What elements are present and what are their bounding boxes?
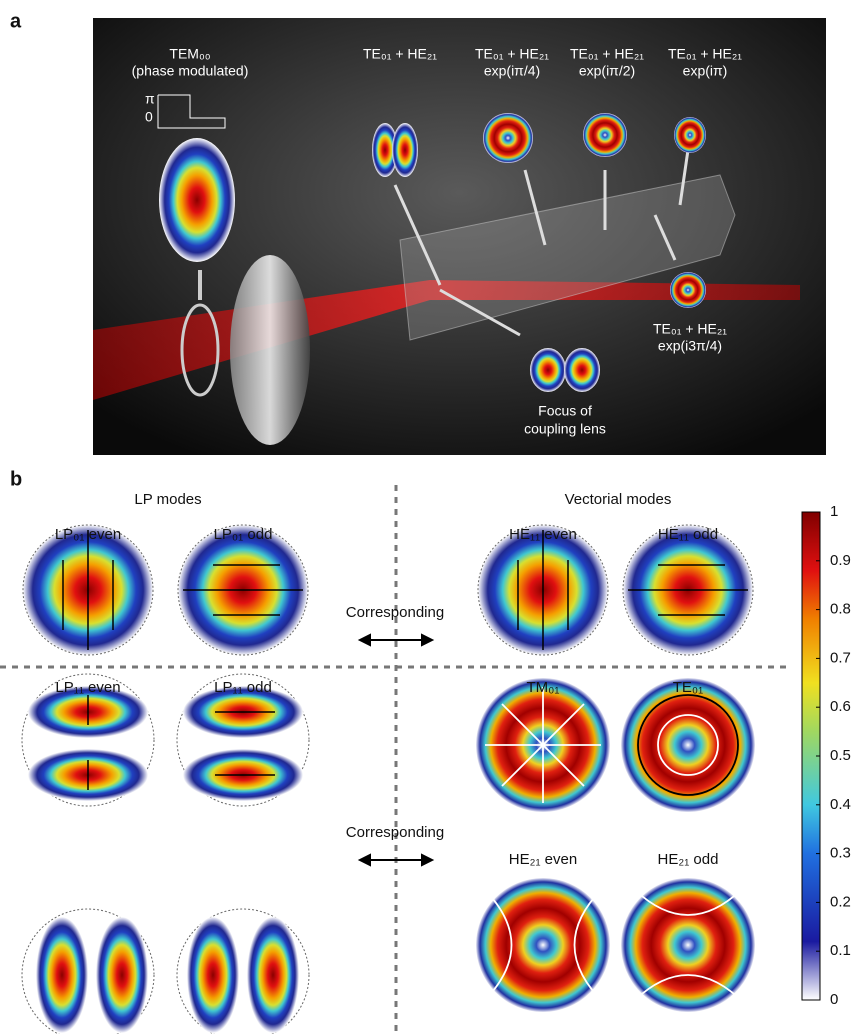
tick-label: 0.2 <box>830 893 851 910</box>
label: 0 <box>145 109 153 125</box>
lens <box>230 255 310 445</box>
label: exp(i3π/4) <box>658 338 722 354</box>
tick-label: 0.7 <box>830 649 851 666</box>
mode-label: LP₁₁ even <box>55 679 120 696</box>
tick-label: 0.6 <box>830 698 851 715</box>
label: exp(iπ/4) <box>484 63 540 79</box>
tick-label: 0.1 <box>830 942 851 959</box>
mode-label: TE₀₁ <box>673 679 703 696</box>
label: coupling lens <box>524 421 606 437</box>
label: exp(iπ) <box>683 63 728 79</box>
tick-label: 1 <box>830 503 838 520</box>
mode-image <box>159 138 235 262</box>
mode-label: HE₂₁ even <box>509 851 577 868</box>
tick-label: 0.9 <box>830 552 851 569</box>
tick-label: 0.8 <box>830 601 851 618</box>
label: TEM₀₀ <box>169 46 210 62</box>
mode-label: HE₁₁ even <box>509 526 577 543</box>
tick-label: 0.5 <box>830 747 851 764</box>
double-arrow <box>357 633 435 867</box>
mode-patterns <box>21 524 755 1034</box>
phase-plot <box>157 94 226 129</box>
polarization-arrows <box>62 530 748 790</box>
header: LP modes <box>134 491 201 508</box>
panel-label: b <box>10 468 22 490</box>
label: TE₀₁ + HE₂₁ <box>668 46 742 62</box>
label: TE₀₁ + HE₂₁ <box>475 46 549 62</box>
ring <box>180 303 220 397</box>
tick-label: 0.3 <box>830 845 851 862</box>
label: exp(iπ/2) <box>579 63 635 79</box>
label: TE₀₁ + HE₂₁ <box>363 46 437 62</box>
panel-label: a <box>10 10 22 32</box>
header: Vectorial modes <box>565 491 672 508</box>
arrows <box>393 149 690 337</box>
mode-label: HE₂₁ odd <box>658 851 719 868</box>
label: TE₀₁ + HE₂₁ <box>653 321 727 337</box>
label: TE₀₁ + HE₂₁ <box>570 46 644 62</box>
mode-label: HE₁₁ odd <box>658 526 718 543</box>
mode-label: LP₀₁ even <box>55 526 121 543</box>
vector-field <box>479 687 747 1006</box>
tick-label: 0.4 <box>830 796 851 813</box>
label: π <box>145 91 155 107</box>
fiber <box>399 174 736 341</box>
label: (phase modulated) <box>132 63 249 79</box>
mode-thumbnails <box>372 113 706 392</box>
label: Focus of <box>538 403 592 419</box>
mode-label: TM₀₁ <box>527 679 560 696</box>
label: Corresponding <box>346 604 444 621</box>
tick-label: 0 <box>830 991 838 1008</box>
label: Corresponding <box>346 824 444 841</box>
mode-label: LP₁₁ odd <box>214 679 272 696</box>
mode-label: LP₀₁ odd <box>214 526 273 543</box>
